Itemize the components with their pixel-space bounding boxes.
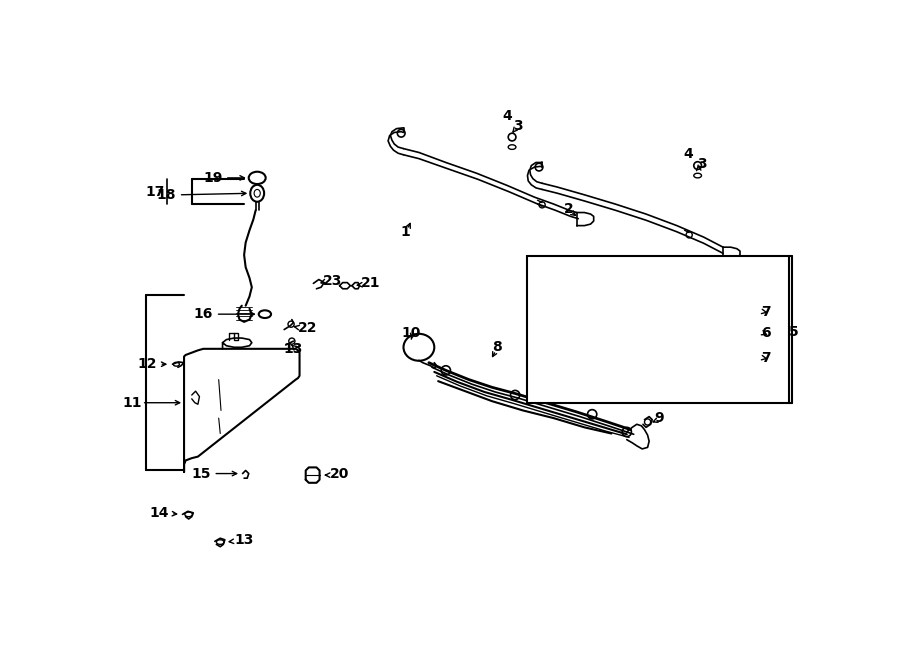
Text: 19: 19 (203, 171, 222, 185)
Text: 15: 15 (192, 467, 211, 481)
Text: 5: 5 (789, 325, 799, 339)
Text: 3: 3 (513, 118, 523, 132)
Text: 6: 6 (761, 327, 771, 340)
Text: 3: 3 (697, 157, 706, 171)
Text: 4: 4 (683, 147, 693, 161)
Text: 2: 2 (564, 202, 574, 215)
Text: 13: 13 (234, 533, 254, 547)
Text: 10: 10 (401, 327, 421, 340)
Text: 16: 16 (194, 307, 213, 321)
Text: 21: 21 (361, 276, 381, 290)
Text: 17: 17 (146, 184, 165, 199)
Text: 1: 1 (400, 225, 410, 239)
Text: 7: 7 (761, 351, 771, 365)
Text: 13: 13 (284, 342, 303, 356)
Text: 8: 8 (492, 340, 502, 354)
Text: 4: 4 (502, 108, 512, 122)
Text: 18: 18 (157, 188, 176, 202)
Text: 14: 14 (149, 506, 168, 520)
Text: 20: 20 (330, 467, 350, 481)
Text: 7: 7 (761, 305, 771, 319)
Text: 23: 23 (322, 274, 342, 288)
Bar (526, 256, 788, 403)
Text: 22: 22 (298, 321, 318, 335)
Text: 9: 9 (654, 411, 664, 425)
Text: 12: 12 (138, 357, 157, 371)
Text: 11: 11 (122, 396, 141, 410)
